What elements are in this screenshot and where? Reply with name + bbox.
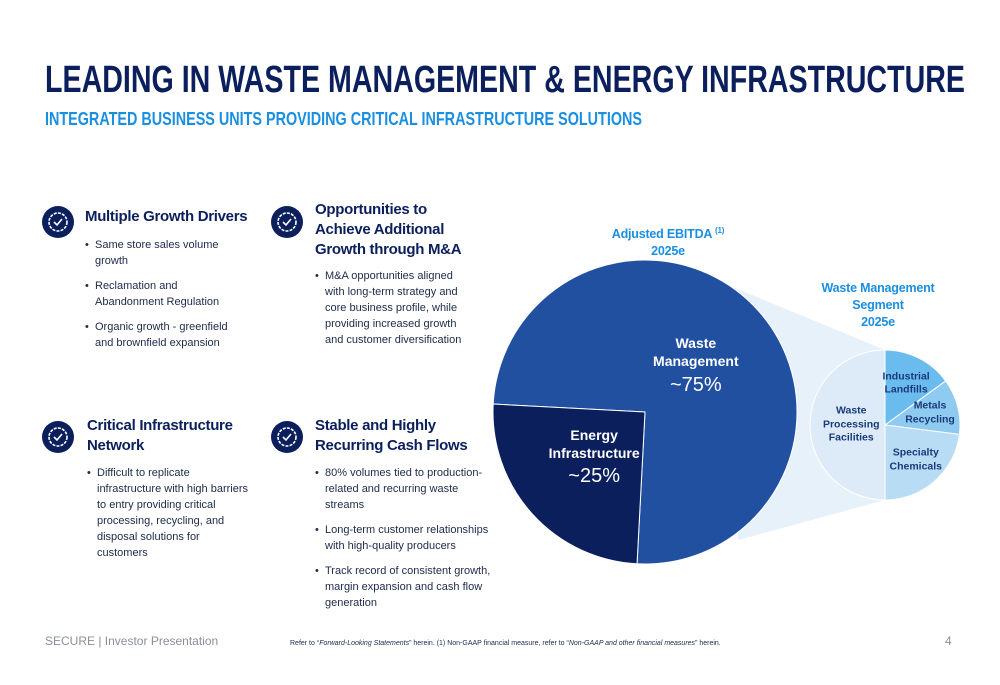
slice-label: Metals Recycling: [900, 400, 960, 427]
chart-subtitle: 2025e: [861, 315, 895, 329]
bullet-list: Same store sales volume growth Reclamatio…: [85, 237, 245, 360]
footnote: Refer to “Forward-Looking Statements” he…: [290, 640, 721, 647]
chart-title-text: Waste Management Segment: [821, 281, 935, 312]
chart-subtitle: 2025e: [651, 244, 685, 259]
icon-ring: [42, 421, 74, 453]
icon-ring: [271, 206, 303, 238]
block-heading: Stable and Highly Recurring Cash Flows: [315, 417, 468, 454]
bullet: M&A opportunities aligned with long-term…: [315, 268, 465, 348]
bullet-list: Difficult to replicate infrastructure wi…: [87, 465, 252, 570]
slice-label: Specialty Chemicals: [886, 446, 946, 473]
bullet: Long-term customer relationships with hi…: [315, 522, 495, 554]
slide-subtitle: INTEGRATED BUSINESS UNITS PROVIDING CRIT…: [45, 109, 642, 129]
slice-value: ~75%: [669, 373, 722, 396]
icon-check: [282, 218, 292, 227]
chart-title: Adjusted EBITDA (1) 2025e: [598, 222, 738, 260]
pie-slice: [884, 349, 947, 426]
bullet-list: M&A opportunities aligned with long-term…: [315, 268, 465, 357]
icon-badge: [277, 212, 297, 232]
icon-check: [282, 433, 292, 442]
bullet: 80% volumes tied to production-related a…: [315, 465, 495, 513]
chart-title: Waste Management Segment 2025e: [818, 280, 938, 331]
block-heading: Critical Infrastructure Network: [87, 417, 233, 454]
block-heading: Opportunities to Achieve Additional Grow…: [315, 201, 462, 258]
check-icon: [271, 421, 303, 453]
slice-category: Waste Processing Facilities: [822, 404, 880, 444]
slice-category: Waste Management: [653, 335, 739, 370]
slice-label: Energy Infrastructure ~25%: [533, 426, 655, 490]
pie-slice: [884, 424, 960, 501]
icon-badge: [48, 427, 68, 447]
chart-title-text: Adjusted EBITDA: [611, 227, 712, 242]
slice-category: Industrial Landfills: [882, 369, 930, 396]
bullet: Reclamation and Abandonment Regulation: [85, 278, 245, 310]
pie-slice: [492, 403, 646, 565]
footnote-part: Forward-Looking Statements: [319, 640, 410, 647]
slice-label: Industrial Landfills: [876, 370, 936, 397]
slice-category: Specialty Chemicals: [889, 446, 943, 472]
footnote-part: Non-GAAP and other financial measures: [568, 640, 696, 647]
check-icon: [42, 421, 74, 453]
chart-title-note: (1): [715, 226, 725, 235]
bullet-list: 80% volumes tied to production-related a…: [315, 465, 495, 620]
check-icon: [271, 206, 303, 238]
slide-title: LEADING IN WASTE MANAGEMENT & ENERGY INF…: [45, 59, 965, 101]
footnote-part: ” herein.: [695, 640, 721, 647]
slice-label: Waste Management ~75%: [635, 334, 757, 398]
slice-value: ~25%: [568, 464, 621, 487]
slice-label: Waste Processing Facilities: [821, 405, 881, 446]
footer-left: SECURE | Investor Presentation: [45, 634, 219, 648]
footnote-part: Refer to “: [290, 640, 320, 647]
bullet: Same store sales volume growth: [85, 237, 245, 269]
bullet: Track record of consistent growth, margi…: [315, 563, 495, 611]
slice-category: Energy Infrastructure: [548, 426, 640, 461]
bullet: Difficult to replicate infrastructure wi…: [87, 465, 252, 561]
icon-check: [53, 433, 63, 442]
icon-badge: [277, 427, 297, 447]
icon-ring: [42, 206, 74, 238]
bullet: Organic growth - greenfield and brownfie…: [85, 319, 245, 351]
icon-check: [53, 218, 63, 227]
slice-category: Metals Recycling: [905, 399, 955, 426]
pie-slice: [809, 349, 886, 501]
icon-badge: [48, 212, 68, 232]
page-number: 4: [945, 634, 952, 648]
block-heading: Multiple Growth Drivers: [85, 208, 248, 225]
icon-ring: [271, 421, 303, 453]
footnote-part: ” herein. (1) Non-GAAP financial measure…: [409, 640, 569, 647]
check-icon: [42, 206, 74, 238]
